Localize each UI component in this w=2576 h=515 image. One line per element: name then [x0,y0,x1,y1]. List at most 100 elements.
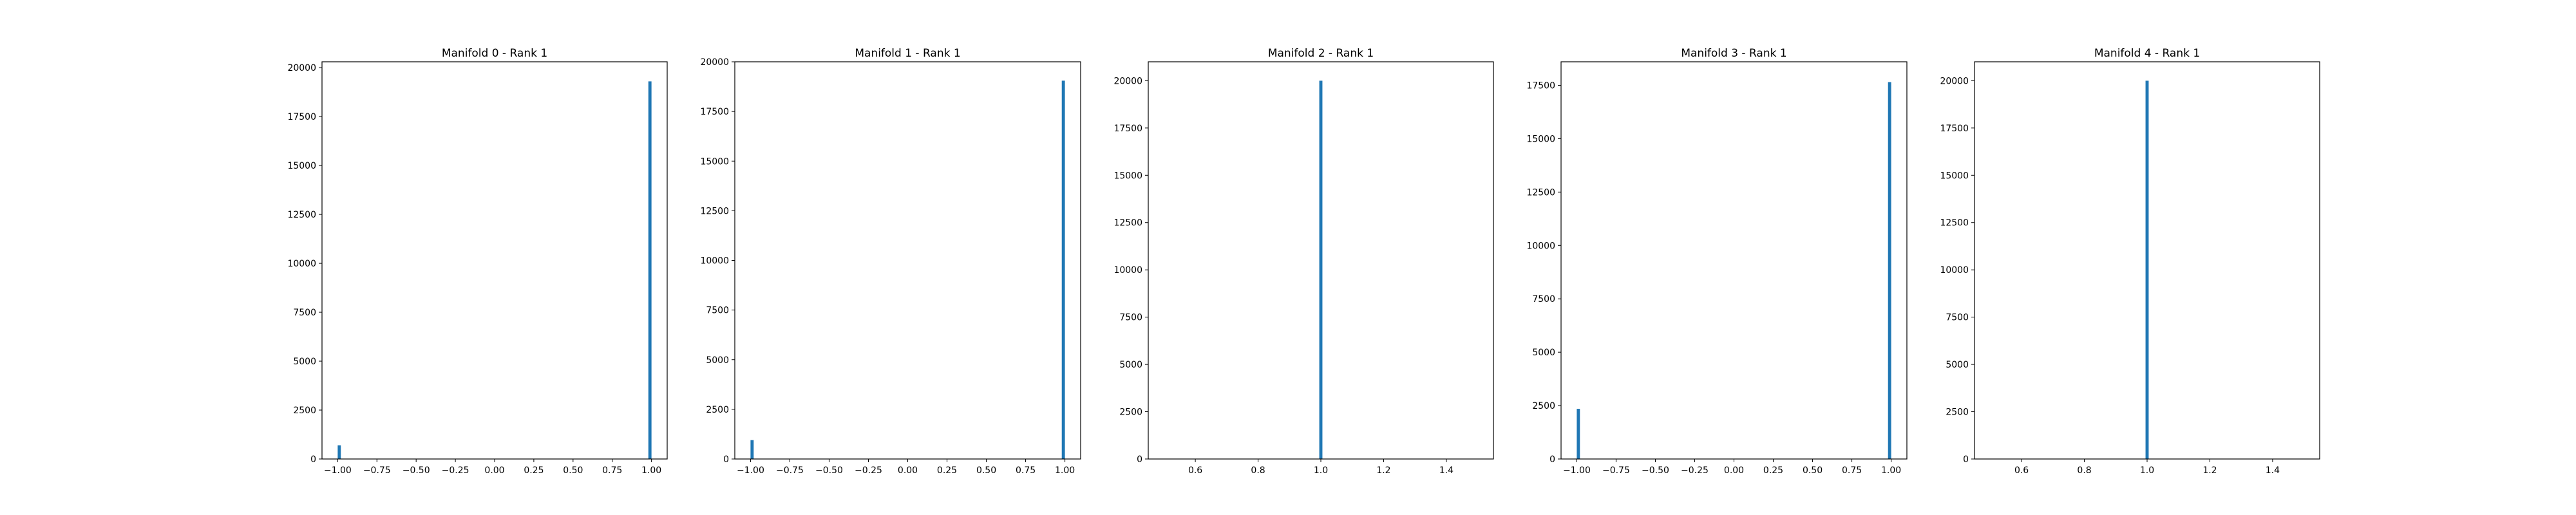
y-tick-label: 12500 [1526,187,1555,198]
x-tick-label: 0.6 [1188,465,1202,476]
x-tick-label: 0.50 [563,465,583,476]
subplot-4: Manifold 4 - Rank 1 0.6 0.8 1.0 1.2 1.4 0 2500… [1940,47,2320,476]
y-tick-label: 10000 [1940,265,1969,276]
x-tick-label: 0.8 [1251,465,1265,476]
x-tick-label: −1.00 [324,465,352,476]
y-tick-label: 7500 [293,308,316,318]
y-tick-label: 5000 [293,357,316,367]
x-tick-label: −0.25 [855,465,882,476]
histogram-bar [2145,80,2149,459]
y-tick-label: 12500 [1940,218,1969,229]
histogram-bar [1061,80,1065,460]
x-tick-label: 0.6 [2014,465,2029,476]
x-tick-label: 1.0 [1314,465,1328,476]
y-tick-label: 17500 [700,107,729,117]
y-tick-label: 10000 [287,259,316,269]
x-tick-label: 1.0 [2140,465,2154,476]
y-tick-label: 7500 [1532,294,1555,304]
y-tick-label: 20000 [1940,76,1969,86]
x-tick-label: 1.00 [641,465,661,476]
x-tick-label: −0.50 [815,465,843,476]
x-tick-label: −1.00 [737,465,764,476]
x-tick-label: 1.00 [1881,465,1901,476]
x-tick-label: −1.00 [1563,465,1591,476]
x-tick-label: 1.2 [2202,465,2217,476]
x-tick-label: −0.75 [776,465,804,476]
x-tick-label: −0.75 [1602,465,1630,476]
x-tick-label: 0.75 [602,465,622,476]
x-tick-label: 0.50 [1803,465,1823,476]
x-tick-label: 0.00 [1724,465,1744,476]
y-tick-label: 0 [723,454,729,465]
x-tick-label: 0.00 [898,465,918,476]
y-tick-label: 7500 [706,306,729,316]
y-tick-label: 20000 [287,63,316,73]
y-tick-label: 15000 [287,161,316,171]
histogram-bar [337,445,341,459]
x-tick-label: 0.25 [1763,465,1783,476]
y-tick-label: 12500 [700,206,729,216]
y-tick-label: 15000 [1113,171,1142,181]
y-tick-label: 0 [1549,454,1555,465]
subplot-2: Manifold 2 - Rank 1 0.6 0.8 1.0 1.2 1.4 0 2500… [1113,47,1494,476]
subplot-title: Manifold 0 - Rank 1 [442,47,547,60]
y-tick-label: 2500 [293,406,316,416]
x-tick-label: −0.25 [1681,465,1709,476]
y-tick-label: 20000 [700,57,729,68]
histogram-bar [1319,80,1323,459]
x-tick-label: 1.00 [1055,465,1075,476]
x-tick-label: 0.75 [1016,465,1036,476]
histogram-bar [750,440,754,459]
y-tick-label: 15000 [1526,134,1555,144]
y-tick-label: 15000 [700,156,729,167]
y-tick-label: 5000 [1532,348,1555,358]
y-tick-label: 20000 [1113,76,1142,86]
x-tick-label: 0.8 [2077,465,2091,476]
y-tick-label: 2500 [1532,401,1555,411]
y-tick-label: 0 [1137,454,1142,465]
subplot-0: Manifold 0 - Rank 1 −1.00 −0.75 −0.50 −0.25… [287,47,668,476]
y-tick-label: 5000 [1119,360,1142,370]
x-tick-label: −0.50 [1642,465,1669,476]
subplot-title: Manifold 2 - Rank 1 [1268,47,1374,60]
y-tick-label: 2500 [1119,407,1142,418]
histogram-bar [1577,409,1580,459]
histogram-bar [648,81,652,459]
y-tick-label: 10000 [700,256,729,267]
y-tick-label: 12500 [1113,218,1142,229]
y-tick-label: 2500 [1946,407,1969,418]
y-tick-label: 7500 [1119,313,1142,323]
x-tick-label: 1.2 [1376,465,1390,476]
y-tick-label: 7500 [1946,313,1969,323]
histogram-bar [1888,82,1891,460]
subplot-title: Manifold 3 - Rank 1 [1681,47,1786,60]
x-tick-label: −0.75 [363,465,391,476]
y-tick-label: 0 [1963,454,1969,465]
y-tick-label: 17500 [1113,124,1142,134]
subplot-title: Manifold 4 - Rank 1 [2094,47,2200,60]
x-tick-label: 0.75 [1842,465,1862,476]
y-tick-label: 17500 [287,112,316,122]
x-tick-label: 0.00 [484,465,504,476]
x-tick-label: −0.50 [402,465,430,476]
subplot-1: Manifold 1 - Rank 1 −1.00 −0.75 −0.50 −0.25… [700,47,1081,476]
y-tick-label: 15000 [1940,171,1969,181]
x-tick-label: 0.50 [976,465,996,476]
x-tick-label: 1.4 [1439,465,1454,476]
subplot-3: Manifold 3 - Rank 1 −1.00 −0.75 −0.50 −0.25… [1526,47,1908,476]
y-tick-label: 10000 [1526,241,1555,251]
x-tick-label: 0.25 [937,465,957,476]
y-tick-label: 17500 [1940,124,1969,134]
y-tick-label: 0 [310,454,316,465]
y-tick-label: 10000 [1113,265,1142,276]
y-tick-label: 2500 [706,405,729,415]
x-tick-label: 0.25 [524,465,544,476]
y-tick-label: 5000 [706,355,729,366]
x-tick-label: 1.4 [2266,465,2280,476]
y-tick-label: 17500 [1526,80,1555,91]
subplot-title: Manifold 1 - Rank 1 [855,47,960,60]
y-tick-label: 5000 [1946,360,1969,370]
x-tick-label: −0.25 [442,465,469,476]
